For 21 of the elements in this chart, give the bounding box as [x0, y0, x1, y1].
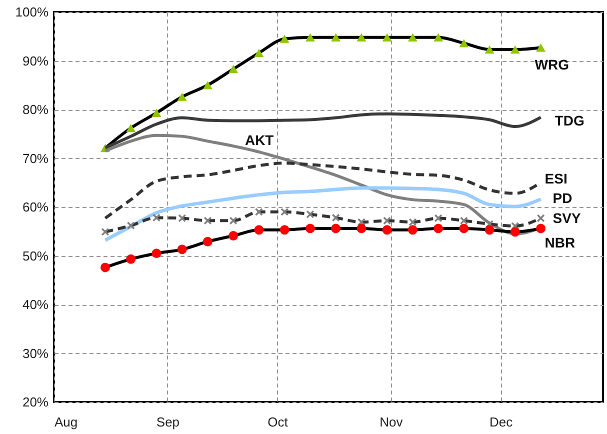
- x-tick-label: Aug: [54, 414, 78, 430]
- y-tick-label: 100%: [15, 4, 49, 20]
- series-label: TDG: [554, 112, 584, 128]
- x-tick-label: Oct: [268, 414, 288, 430]
- y-tick-label: 50%: [22, 248, 49, 264]
- series-label: NBR: [544, 234, 576, 250]
- y-tick-label: 40%: [22, 297, 49, 312]
- y-tick-label: 60%: [22, 200, 49, 214]
- y-tick-label: 90%: [22, 53, 49, 68]
- y-tick-label: 80%: [22, 102, 49, 117]
- x-tick-label: Sep: [156, 414, 180, 430]
- series-label: ESI: [544, 170, 568, 187]
- y-tick-label: 20%: [22, 394, 49, 410]
- series-label: AKT: [244, 132, 274, 148]
- x-tick-label: Dec: [489, 414, 514, 430]
- x-tick-label: Nov: [380, 414, 404, 430]
- series-label: PD: [552, 190, 572, 206]
- y-tick-label: 30%: [22, 346, 49, 361]
- y-tick-label: 70%: [22, 150, 49, 166]
- series-label: SVY: [552, 210, 582, 226]
- series-label: WRG: [534, 56, 570, 73]
